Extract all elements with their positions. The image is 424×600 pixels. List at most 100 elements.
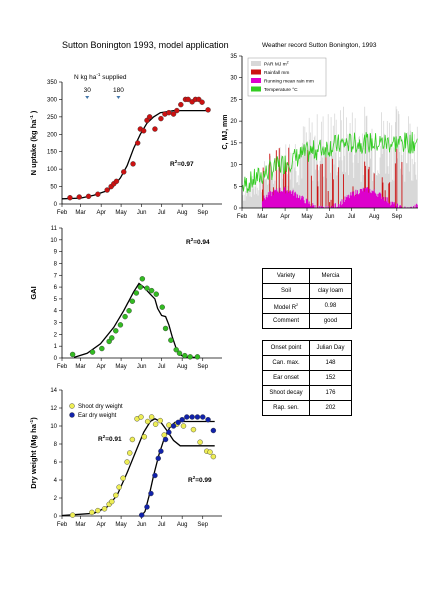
annotation-label: N kg ha-1 supplied [74,72,127,81]
y-tick-label: 5 [54,297,58,303]
x-tick-label: May [115,364,126,370]
x-tick-label: Feb [57,364,68,370]
shoot-data-point [127,450,133,456]
x-tick-label: Mar [257,214,267,220]
legend-label-text: Running mean rain mm [264,79,314,85]
y-tick-label: 35 [230,54,237,60]
table-header-row: Onset point Julian Day [262,340,352,356]
x-tick-label: Sep [391,214,402,220]
data-point [104,187,110,193]
y-tick-label: 15 [230,141,237,147]
legend-swatch [251,78,261,83]
data-point [168,337,174,343]
x-tick-label: Aug [177,210,188,216]
x-tick-label: May [115,210,126,216]
legend-label-text: PAR MJ m [264,62,287,68]
data-point [85,193,92,200]
data-point [121,169,127,175]
y-tick-label: 2 [54,496,58,502]
data-point [109,335,115,341]
par-series [242,106,418,208]
application-amount: 30 [84,87,92,94]
temperature-series [242,131,418,193]
data-point [176,350,183,356]
y-tick-label: 10 [50,424,57,430]
r2-value: =0.91 [105,436,122,443]
y-axis-label-sup: -1 [29,419,35,424]
ear-model-curve [141,420,215,516]
x-tick-label: Jun [137,522,147,528]
table-header-cell: Julian Day [309,340,352,356]
r2-sup: 2 [191,237,194,242]
legend-swatch-shoot [69,403,75,409]
table-cell-value: 176 [309,385,352,401]
data-point [76,194,82,200]
legend-swatch [251,69,261,75]
application-amount: 180 [113,87,124,94]
dry-weight-chart: 0 2 4 6 8 10 12 14 Feb Mar Apr May Jun Jul Aug Sep Dry w… [29,388,222,528]
ear-data-point [170,423,177,429]
x-tick-label: Jul [348,214,356,220]
table-cell-label: Shoot decay [262,385,310,401]
x-tick-label: Sep [197,522,208,528]
shoot-data-point [180,423,187,429]
y-tick-label: 6 [54,460,58,466]
y-tick-label: 0 [234,206,238,212]
ear-data-point [155,455,161,462]
r2-sup: 2 [103,434,106,439]
shoot-data-point [109,498,115,505]
annotation-end: supplied [100,74,126,81]
y-tick-label: 14 [50,388,57,394]
ear-data-point [138,512,145,518]
x-tick-label: Aug [177,364,188,370]
y-tick-label: 0 [54,202,58,208]
x-tick-label: Sep [197,364,208,370]
data-point [194,354,201,360]
y-tick-label: 10 [230,163,237,169]
x-tick-label: Apr [96,364,105,370]
legend-label-text: Rainfall mm [264,70,289,76]
y-tick-label: 150 [47,150,58,156]
r2-letter: R [186,239,191,246]
x-tick-label: Jun [137,210,147,216]
legend-label-shoot: Shoot dry weight [78,404,123,410]
y-tick-label: 11 [51,226,58,232]
shoot-data-point [120,475,126,481]
table-cell-value: good [309,313,352,329]
legend-swatch [251,61,261,66]
r2-value: =0.94 [193,239,210,246]
y-tick-label: 100 [47,167,58,173]
x-tick-label: Feb [237,214,248,220]
x-tick-label: Jun [325,214,335,220]
y-tick-label: 1 [54,344,58,350]
data-point [152,126,158,132]
info-table: Variety Mercia Soil clay loam Model R2 0… [262,268,352,329]
shoot-data-point [157,417,163,424]
data-point [185,96,191,103]
onset-table: Onset point Julian Day Can. max. 148 Ear… [262,340,352,416]
y-tick-label: 200 [47,132,58,138]
r2-letter: R [98,436,103,443]
legend-label: Running mean rain mm [264,79,314,85]
x-tick-label: Aug [369,214,380,220]
r2-label: R2=0.97 [170,159,194,168]
y-tick-label: 10 [50,238,57,244]
model-r-sup: 2 [296,301,299,307]
y-tick-label: 9 [54,250,58,256]
r2-sup: 2 [193,475,196,480]
y-tick-label: 20 [230,119,237,125]
y-axis-label-text: GAI [29,286,38,299]
weather-chart: 0 5 10 15 20 25 30 35 Feb Mar Apr May Jun Jul Aug Sep C,… [222,54,418,220]
n-uptake-chart: 0 50 100 150 200 250 300 350 Feb Mar Apr May Jun Jul A… [29,72,222,216]
shoot-data-point [141,434,148,440]
x-tick-label: Jul [158,210,166,216]
data-point [140,128,147,134]
shoot-data-point [124,459,130,465]
shoot-data-point [197,439,203,445]
table-cell-label: Variety [262,268,310,284]
data-point [130,161,136,167]
data-point [126,308,132,314]
shoot-model-curve [61,418,215,517]
table-row: Soil clay loam [262,283,352,299]
y-tick-label: 6 [54,285,58,291]
